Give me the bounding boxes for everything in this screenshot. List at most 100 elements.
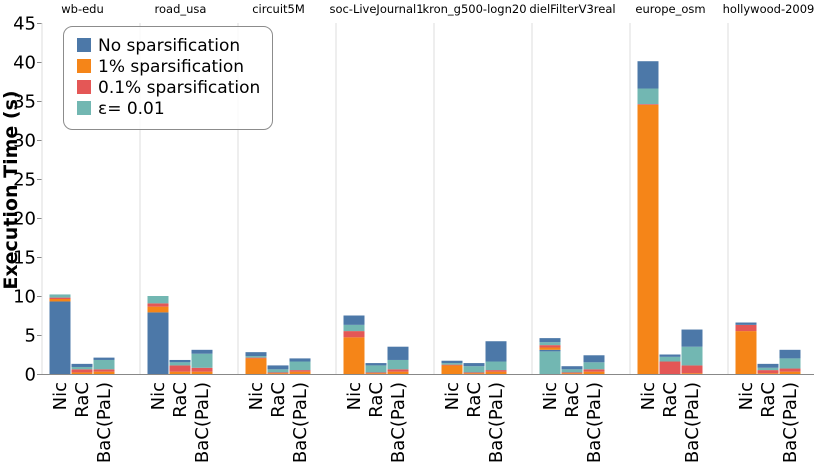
x-tick-label: RaC [72,382,93,418]
x-tick-label: Nic [736,382,757,410]
bar-segment-one-percent [681,373,703,374]
legend-label: 1% sparsification [98,57,244,77]
bar-segment-no-sparsification [539,349,561,352]
bar-segment-epsilon [539,342,561,346]
bar-segment-epsilon [71,366,93,370]
bar-segment-epsilon [779,358,801,369]
bar-segment-one-percent [267,373,289,374]
bar-segment-one-percent [463,373,485,374]
legend-swatch [77,59,91,73]
bar-segment-point-one-percent [245,357,267,359]
bar-segment-no-sparsification [169,359,191,363]
bar-segment-one-percent [343,337,365,374]
bar-segment-one-percent [169,371,191,374]
facet-title: hollywood-2009 [723,2,814,16]
bar-segment-no-sparsification [681,329,703,347]
bar-segment-no-sparsification [441,360,463,364]
bar-segment-no-sparsification [539,338,561,343]
bar-segment-no-sparsification [289,358,311,362]
x-tick-label: BaC(PaL) [584,382,605,462]
bar-segment-point-one-percent [93,369,115,372]
x-tick-label: Nic [638,382,659,410]
y-tick-label: 45 [13,14,36,35]
x-tick-label: Nic [148,382,169,410]
bar-segment-one-percent [485,371,507,374]
bar-segment-one-percent [539,347,561,350]
bar-segment-no-sparsification [463,363,485,367]
legend-swatch [77,101,91,115]
y-tick-label: 10 [13,287,36,308]
bar-segment-point-one-percent [147,303,169,307]
bar-segment-one-percent [245,358,267,374]
bar-segment-epsilon [637,88,659,105]
y-tick-label: 25 [13,170,36,191]
bar-segment-epsilon [539,351,561,374]
bar-segment-epsilon [267,369,289,373]
x-tick-label: BaC(PaL) [388,382,409,462]
y-tick-label: 40 [13,53,36,74]
bar-segment-point-one-percent [561,372,583,374]
bar-segment-point-one-percent [441,364,463,366]
bar-segment-one-percent [757,373,779,374]
bar-segment-no-sparsification [93,357,115,360]
bar-segment-one-percent [365,373,387,374]
x-tick-label: RaC [268,382,289,418]
bar-segment-no-sparsification [267,365,289,370]
facet-title: europe_osm [635,2,705,16]
bar-segment-one-percent [71,372,93,374]
bar-segment-epsilon [681,346,703,366]
bar-segment-point-one-percent [387,369,409,372]
bar-segment-epsilon [49,294,71,298]
bar-segment-point-one-percent [637,104,659,105]
legend-label: 0.1% sparsification [98,78,260,98]
x-tick-label: RaC [660,382,681,418]
bar-segment-one-percent [441,365,463,374]
y-tick-label: 35 [13,92,36,113]
bar-segment-no-sparsification [71,363,93,367]
x-tick-label: Nic [344,382,365,410]
bar-segment-epsilon [387,359,409,370]
bar-segment-point-one-percent [659,361,681,374]
y-axis-title: Execution Time (s) [0,90,22,289]
bar-segment-epsilon [93,359,115,370]
x-tick-label: BaC(PaL) [682,382,703,462]
x-tick-label: Nic [540,382,561,410]
bar-segment-one-percent [93,371,115,374]
y-tick-label: 20 [13,209,36,230]
bar-segment-point-one-percent [169,365,191,372]
bar-segment-epsilon [147,296,169,304]
bar-segment-one-percent [387,371,409,374]
bar-segment-no-sparsification [387,346,409,360]
bar-segment-no-sparsification [583,355,605,363]
bar-segment-no-sparsification [365,363,387,366]
bar-segment-no-sparsification [561,366,583,370]
bar-segment-epsilon [561,369,583,373]
bar-segment-point-one-percent [49,297,71,300]
x-tick-label: Nic [50,382,71,410]
bar-segment-point-one-percent [681,365,703,374]
legend-label: ε= 0.01 [98,99,165,119]
facet-title: soc-LiveJournal1 [329,2,423,16]
bar-segment-epsilon [485,361,507,371]
bar-segment-no-sparsification [735,322,757,325]
bar-segment-point-one-percent [71,369,93,373]
bar-segment-one-percent [561,373,583,374]
x-tick-label: BaC(PaL) [192,382,213,462]
x-tick-label: RaC [562,382,583,418]
bar-segment-point-one-percent [365,372,387,374]
facet-title: road_usa [155,2,207,16]
bar-segment-no-sparsification [485,341,507,362]
x-tick-label: Nic [246,382,267,410]
legend-swatch [77,38,91,52]
bar-segment-no-sparsification [757,363,779,368]
bar-segment-epsilon [343,324,365,332]
bar-segment-one-percent [637,104,659,375]
bar-segment-one-percent [49,299,71,302]
bar-segment-epsilon [659,356,681,362]
y-tick-label: 0 [25,365,36,386]
bar-segment-epsilon [463,366,485,373]
bar-segment-epsilon [757,367,779,371]
bar-segment-no-sparsification [343,315,365,325]
legend-swatch [77,80,91,94]
